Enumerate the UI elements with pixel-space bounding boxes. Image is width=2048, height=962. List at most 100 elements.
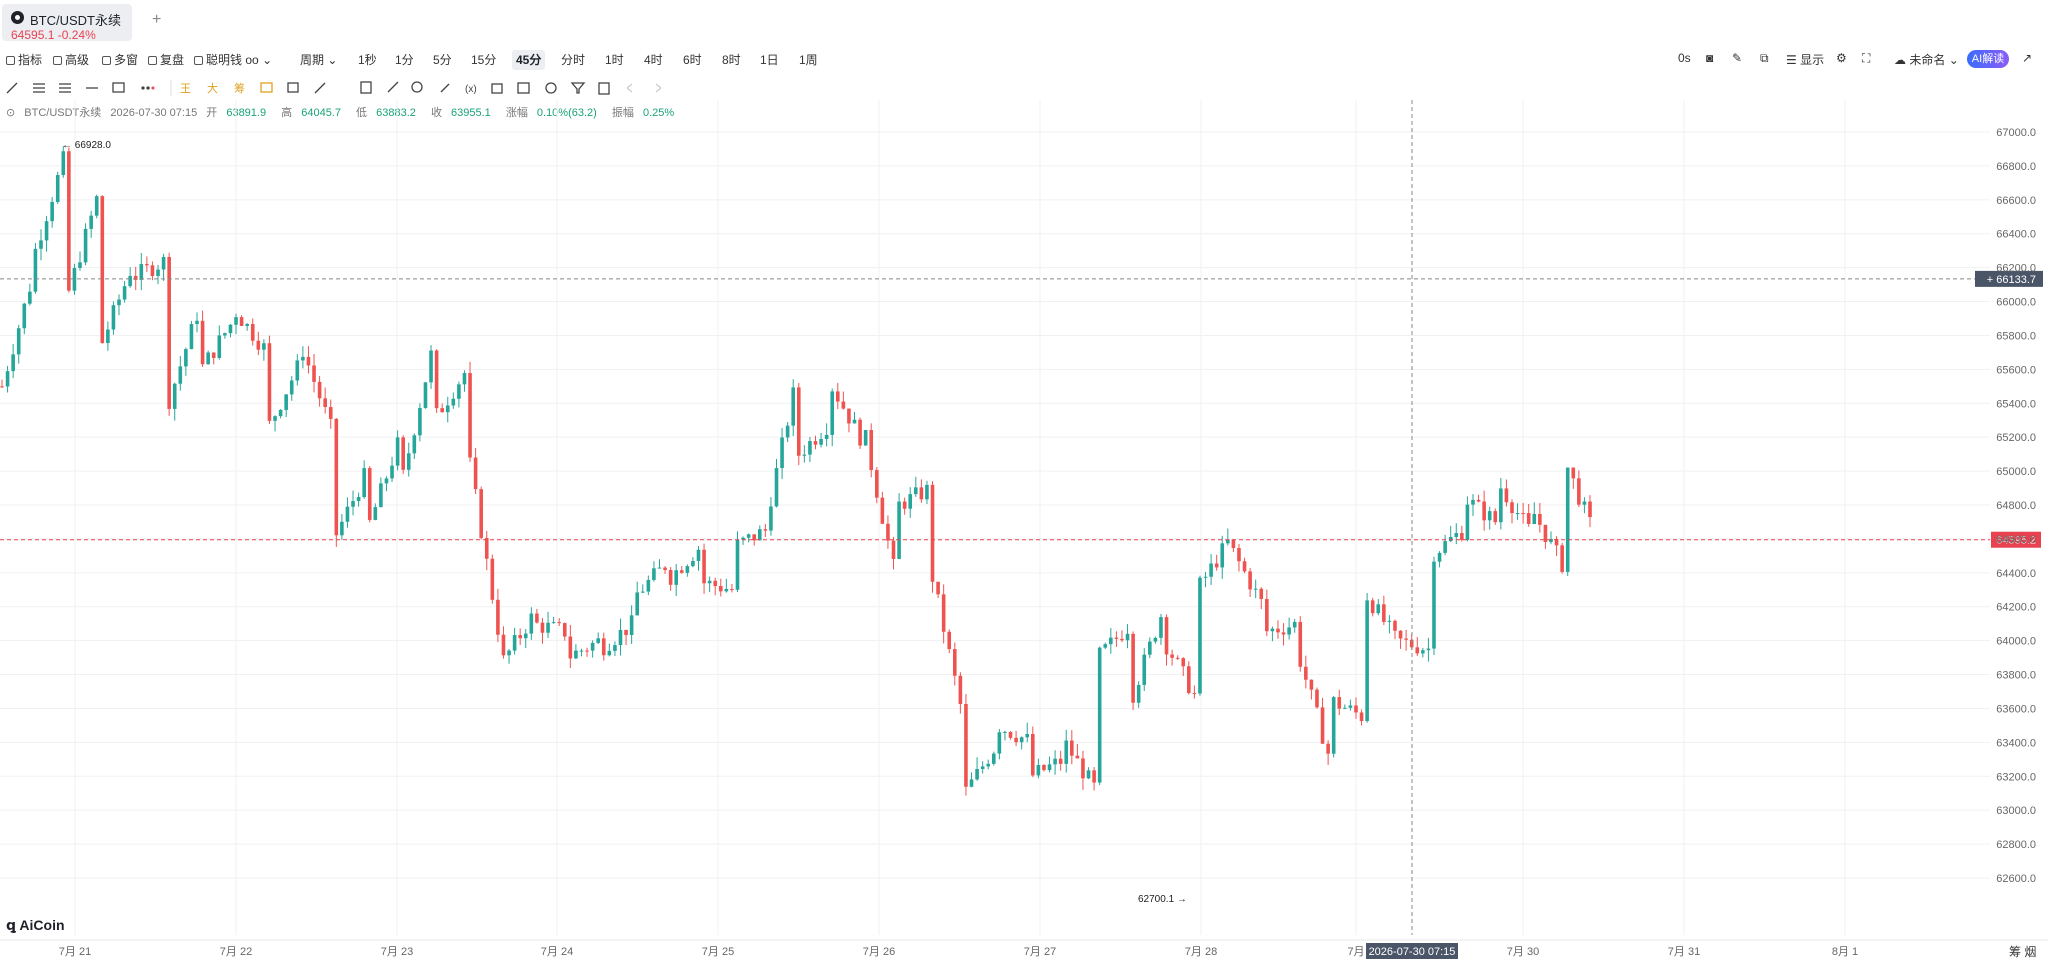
candle-up	[1064, 729, 1069, 773]
candle-up	[390, 456, 394, 483]
candle-down	[1476, 494, 1481, 503]
candle-body	[551, 622, 556, 624]
candle-body	[245, 324, 249, 326]
replay-button[interactable]: 复盘	[148, 51, 184, 68]
candle-body	[629, 615, 634, 636]
period-10[interactable]: 1日	[760, 53, 779, 67]
settings-icon[interactable]: ⚙	[1836, 51, 1847, 65]
period-11[interactable]: 1周	[799, 53, 818, 67]
period-2[interactable]: 5分	[433, 53, 452, 67]
candle-up	[1226, 528, 1230, 546]
candle-body	[278, 409, 283, 417]
drawing-toolbar: 王 大 筹 (x)	[0, 76, 700, 98]
more-tools-icon[interactable]	[141, 86, 155, 90]
tool-text-da[interactable]: 大	[207, 81, 218, 95]
period-3[interactable]: 15分	[471, 53, 497, 67]
multi-window-button[interactable]: 多窗	[102, 51, 138, 68]
time-axis[interactable]: 7月 21 7月 22 7月 23 7月 24 7月 25 7月 26 7月 27 7月 28…	[0, 939, 2048, 958]
candle-down	[869, 423, 874, 478]
candle-up	[596, 632, 600, 645]
period-5[interactable]: 分时	[561, 53, 586, 67]
candle-down	[150, 261, 155, 281]
candle-up	[429, 345, 433, 389]
candle-down	[1543, 524, 1548, 549]
display-button[interactable]: ☰ 显示	[1786, 51, 1824, 68]
candle-body	[1437, 552, 1442, 562]
measure-tool-icon[interactable]	[314, 82, 326, 94]
period-dropdown[interactable]: 周期 ⌄	[300, 51, 337, 68]
candle-body	[590, 642, 595, 651]
candle-body	[395, 437, 400, 466]
pencil-icon[interactable]: ✎	[1732, 51, 1743, 65]
crosshair-time-label: 2026-07-30 07:15	[1369, 946, 1456, 958]
period-4[interactable]: 45分	[512, 50, 546, 70]
magnet-tool-icon[interactable]	[545, 82, 557, 94]
candle-down	[1242, 557, 1247, 574]
period-0[interactable]: 1秒	[358, 53, 377, 67]
highlight-tool-icon[interactable]	[260, 82, 273, 93]
period-8[interactable]: 6时	[683, 53, 702, 67]
candle-up	[50, 196, 54, 228]
lock-tool-icon[interactable]	[491, 83, 503, 94]
candle-up	[635, 581, 639, 616]
candle-up	[351, 490, 355, 516]
copy-tool-icon[interactable]	[287, 82, 299, 93]
candle-up	[707, 576, 712, 593]
price-axis[interactable]: 62600.0 62800.0 63000.0 63200.0 63400.0 63600…	[1996, 127, 2036, 885]
fib-tool-icon[interactable]	[59, 83, 71, 93]
fullscreen-icon[interactable]: ⛶	[1862, 51, 1871, 65]
filter-tool-icon[interactable]	[570, 82, 586, 94]
rectangle-tool-icon[interactable]	[112, 82, 125, 93]
ruler-tool-icon[interactable]	[387, 81, 399, 93]
candle-down	[953, 642, 957, 686]
tool-text-shu[interactable]: 筹	[234, 81, 245, 95]
collapse-icon[interactable]: ⊙	[6, 107, 16, 119]
candle-body	[1181, 658, 1186, 667]
candle-body	[128, 275, 132, 287]
tool-text-zheng[interactable]: 王	[180, 83, 191, 95]
clipboard-tool-icon[interactable]	[360, 81, 372, 94]
candle-up	[1047, 756, 1052, 773]
advanced-button[interactable]: 高级	[53, 51, 89, 68]
candle-up	[228, 324, 233, 338]
symbol-tab[interactable]: BTC/USDT永续 64595.1 -0.24%	[2, 4, 132, 42]
share-window-icon[interactable]: ⧉	[1760, 51, 1769, 65]
candle-body	[1521, 513, 1525, 515]
candle-body	[1432, 561, 1436, 649]
smart-money-button[interactable]: 聪明钱 oo ⌄	[194, 51, 272, 68]
parallel-lines-tool-icon[interactable]	[33, 83, 45, 93]
add-tab-button[interactable]: +	[152, 11, 162, 28]
candle-up	[1292, 618, 1297, 633]
candle-up	[1499, 477, 1503, 530]
corner-tools[interactable]: 筹 烟	[2009, 945, 2037, 959]
candle-up	[5, 365, 10, 393]
period-9[interactable]: 8时	[722, 53, 741, 67]
candle-body	[5, 371, 10, 387]
trash-tool-icon[interactable]	[598, 82, 610, 95]
camera-icon[interactable]: ◙	[1706, 51, 1714, 65]
info-amplitude: 振幅 0.25%	[611, 107, 675, 119]
undo-icon[interactable]	[626, 83, 633, 93]
zoom-tool-icon[interactable]	[411, 81, 423, 93]
period-7[interactable]: 4时	[644, 53, 663, 67]
candle-body	[913, 487, 918, 495]
candle-down	[100, 195, 105, 344]
candle-body	[819, 439, 823, 445]
save-tool-icon[interactable]	[517, 82, 530, 94]
ai-interpret-button[interactable]: AI解读	[1967, 50, 2009, 68]
period-6[interactable]: 1时	[605, 53, 624, 67]
candle-up	[774, 458, 779, 508]
brush-tool-icon[interactable]	[440, 83, 450, 93]
redo-icon[interactable]	[655, 83, 662, 93]
x-tick-label: 7月 30	[1507, 946, 1539, 958]
formula-tool-icon[interactable]: (x)	[465, 84, 477, 95]
candle-body	[947, 631, 952, 650]
export-icon[interactable]: ↗	[2022, 51, 2033, 65]
candle-down	[763, 523, 768, 538]
layout-dropdown[interactable]: ☁ 未命名 ⌄	[1894, 51, 1959, 68]
candle-down	[367, 466, 372, 523]
period-1[interactable]: 1分	[395, 53, 414, 67]
trendline-tool-icon[interactable]	[6, 82, 18, 94]
indicators-button[interactable]: 指标	[6, 51, 42, 68]
